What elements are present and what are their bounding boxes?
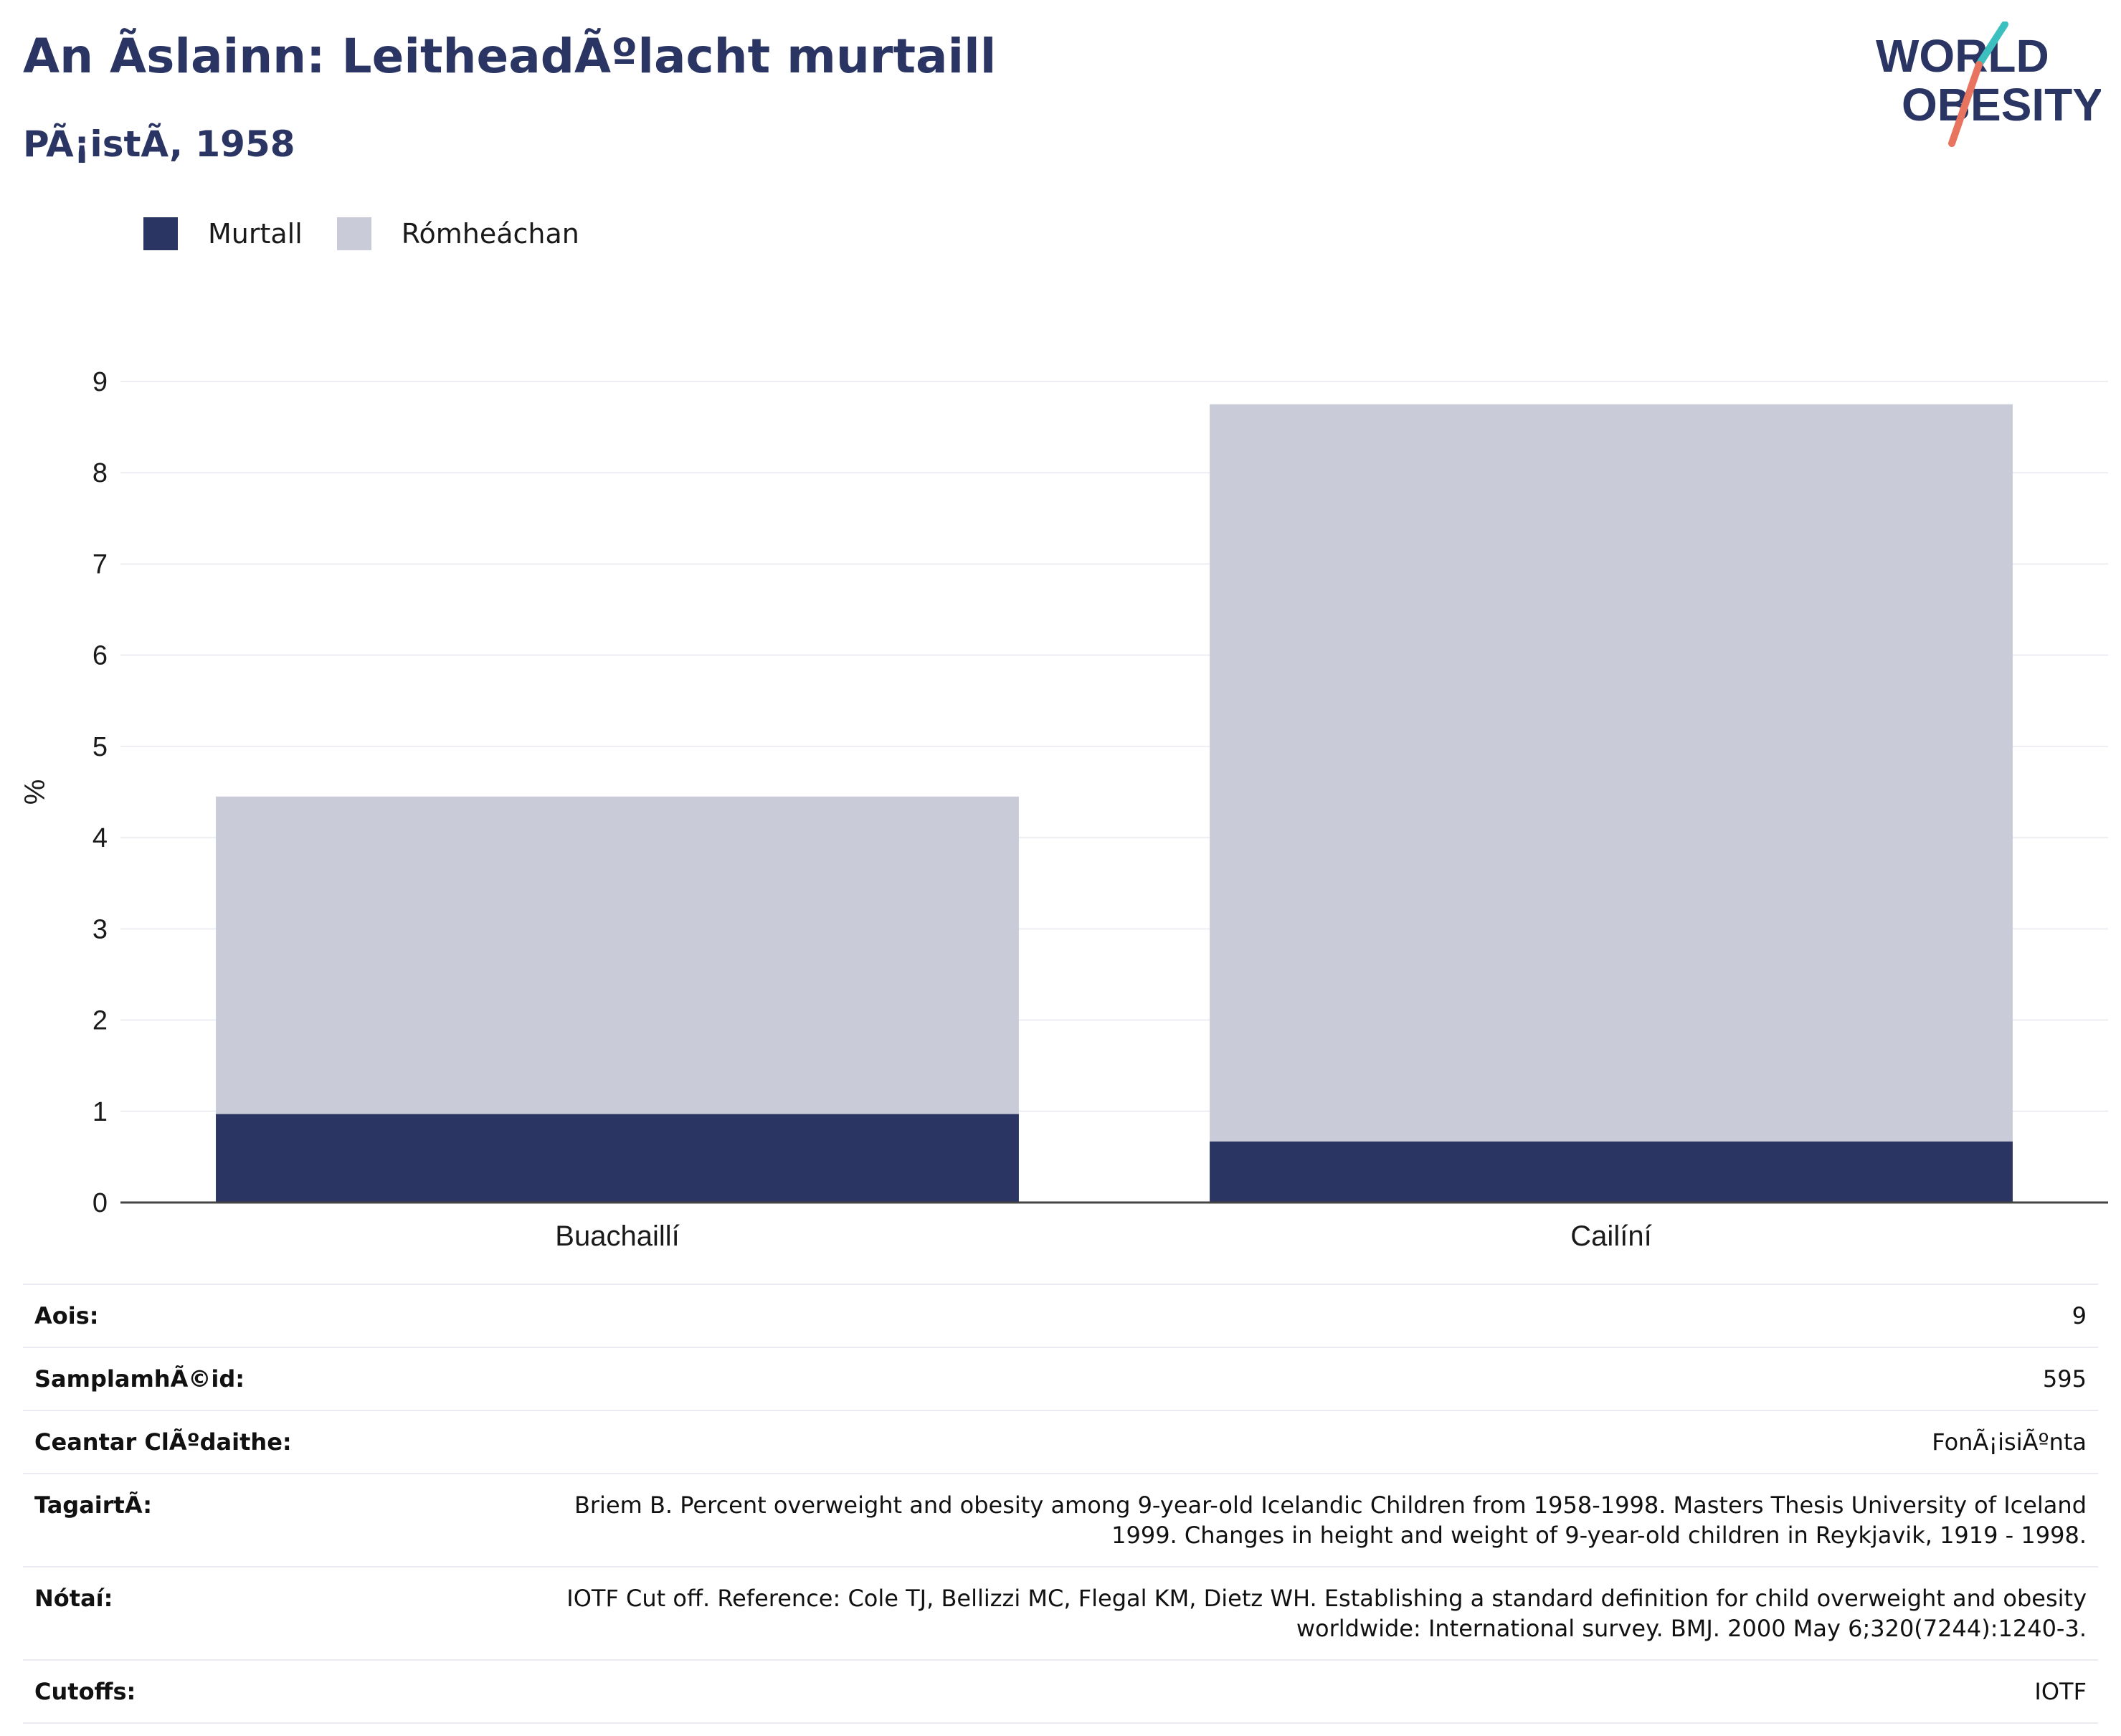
y-tick-label: 1 <box>92 1097 108 1127</box>
info-label: Nótaí: <box>23 1566 533 1661</box>
logo-slash-coral <box>1948 61 1983 147</box>
y-tick-label: 4 <box>92 823 108 853</box>
legend-swatch-murtall <box>143 217 178 250</box>
stacked-bar-chart: 0 1 2 3 4 5 6 7 8 9% Buachaillí Cailíní <box>19 367 2108 1252</box>
info-row: Aois: 9 <box>23 1284 2098 1348</box>
world-obesity-logo: WORLD OBESITY <box>1876 22 2101 147</box>
logo-slash-teal <box>1975 22 2008 68</box>
y-tick-label: 3 <box>92 914 108 944</box>
y-tick-label: 9 <box>92 367 108 397</box>
bar-romheachan-0 <box>216 796 1019 1114</box>
logo-line-1: WORLD <box>1876 30 2049 82</box>
info-table: Aois: 9 SamplamhÃ©id: 595 Ceantar ClÃºda… <box>23 1284 2098 1724</box>
info-row: Ceantar ClÃºdaithe: FonÃ¡isiÃºnta <box>23 1410 2098 1474</box>
info-label: Aois: <box>23 1284 533 1348</box>
info-row: Cutoffs: IOTF <box>23 1659 2098 1724</box>
info-row: Nótaí: IOTF Cut off. Reference: Cole TJ,… <box>23 1566 2098 1661</box>
bar-murtall-0 <box>216 1114 1019 1203</box>
chart-legend: Murtall Rómheáchan <box>143 214 614 254</box>
info-value: 9 <box>533 1284 2098 1348</box>
info-label: Cutoffs: <box>23 1659 533 1724</box>
bar-romheachan-1 <box>1210 404 2013 1142</box>
info-row: SamplamhÃ©id: 595 <box>23 1347 2098 1411</box>
y-axis-label: % <box>19 779 51 805</box>
legend-swatch-romheachan <box>336 217 371 250</box>
y-tick-label: 5 <box>92 732 108 762</box>
legend-label-romheachan: Rómheáchan <box>401 218 579 250</box>
legend-label-murtall: Murtall <box>208 218 303 250</box>
info-label: TagairtÃ: <box>23 1473 533 1567</box>
bar-murtall-1 <box>1210 1141 2013 1203</box>
page-title: An Ãslainn: LeitheadÃºlacht murtaill <box>23 29 997 84</box>
info-value: Briem B. Percent overweight and obesity … <box>533 1473 2098 1567</box>
info-value: IOTF Cut off. Reference: Cole TJ, Belliz… <box>533 1566 2098 1661</box>
y-tick-label: 6 <box>92 641 108 671</box>
y-tick-label: 7 <box>92 549 108 579</box>
x-tick-label: Cailíní <box>1570 1220 1651 1252</box>
info-row: TagairtÃ: Briem B. Percent overweight an… <box>23 1473 2098 1567</box>
legend-item-romheachan[interactable]: Rómheáchan <box>336 217 579 250</box>
info-label: SamplamhÃ©id: <box>23 1347 533 1411</box>
legend-item-murtall[interactable]: Murtall <box>143 217 303 250</box>
info-value: FonÃ¡isiÃºnta <box>533 1410 2098 1474</box>
info-label: Ceantar ClÃºdaithe: <box>23 1410 533 1474</box>
page-subtitle: PÃ¡istÃ, 1958 <box>23 123 295 165</box>
info-value: 595 <box>533 1347 2098 1411</box>
y-tick-label: 8 <box>92 458 108 488</box>
logo-line-2: OBESITY <box>1902 79 2101 131</box>
x-tick-label: Buachaillí <box>555 1220 679 1252</box>
y-tick-label: 2 <box>92 1006 108 1036</box>
info-value: IOTF <box>533 1659 2098 1724</box>
y-tick-label: 0 <box>92 1188 108 1218</box>
